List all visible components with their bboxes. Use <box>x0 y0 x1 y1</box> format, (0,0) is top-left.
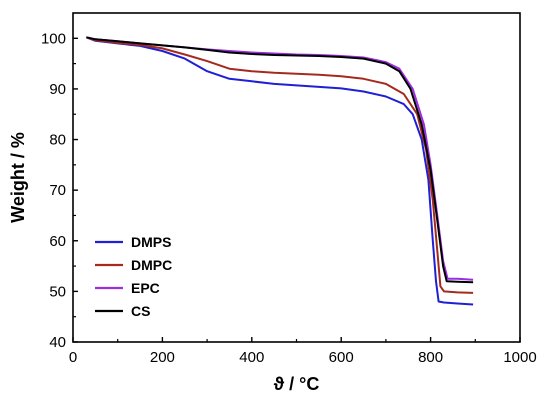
series-line-cs <box>86 36 474 284</box>
x-tick-label: 800 <box>418 349 443 366</box>
x-tick-label: 600 <box>329 349 354 366</box>
y-tick-label: 40 <box>49 334 66 351</box>
x-axis-title: ϑ / °C <box>274 374 320 394</box>
series-line-dmps <box>86 36 474 306</box>
axis-ticks: 0 200 400 600 800 1000 40 50 60 70 80 90 100 <box>41 30 537 366</box>
series-line-dmpc <box>86 36 474 294</box>
legend-label-epc: EPC <box>131 280 160 296</box>
y-tick-label: 100 <box>41 30 66 47</box>
series-layer <box>86 36 474 306</box>
y-tick-label: 60 <box>49 233 66 250</box>
y-tick-label: 50 <box>49 283 66 300</box>
x-tick-label: 1000 <box>503 349 536 366</box>
y-tick-label: 80 <box>49 132 66 149</box>
y-tick-label: 70 <box>49 182 66 199</box>
legend-label-cs: CS <box>131 303 150 319</box>
x-tick-label: 200 <box>150 349 175 366</box>
x-tick-label: 0 <box>69 349 77 366</box>
y-axis-title: Weight / % <box>8 132 28 223</box>
y-tick-label: 90 <box>49 81 66 98</box>
x-tick-label: 400 <box>239 349 264 366</box>
legend-label-dmps: DMPS <box>131 234 171 250</box>
legend: DMPS DMPC EPC CS <box>95 234 172 319</box>
legend-label-dmpc: DMPC <box>131 257 172 273</box>
